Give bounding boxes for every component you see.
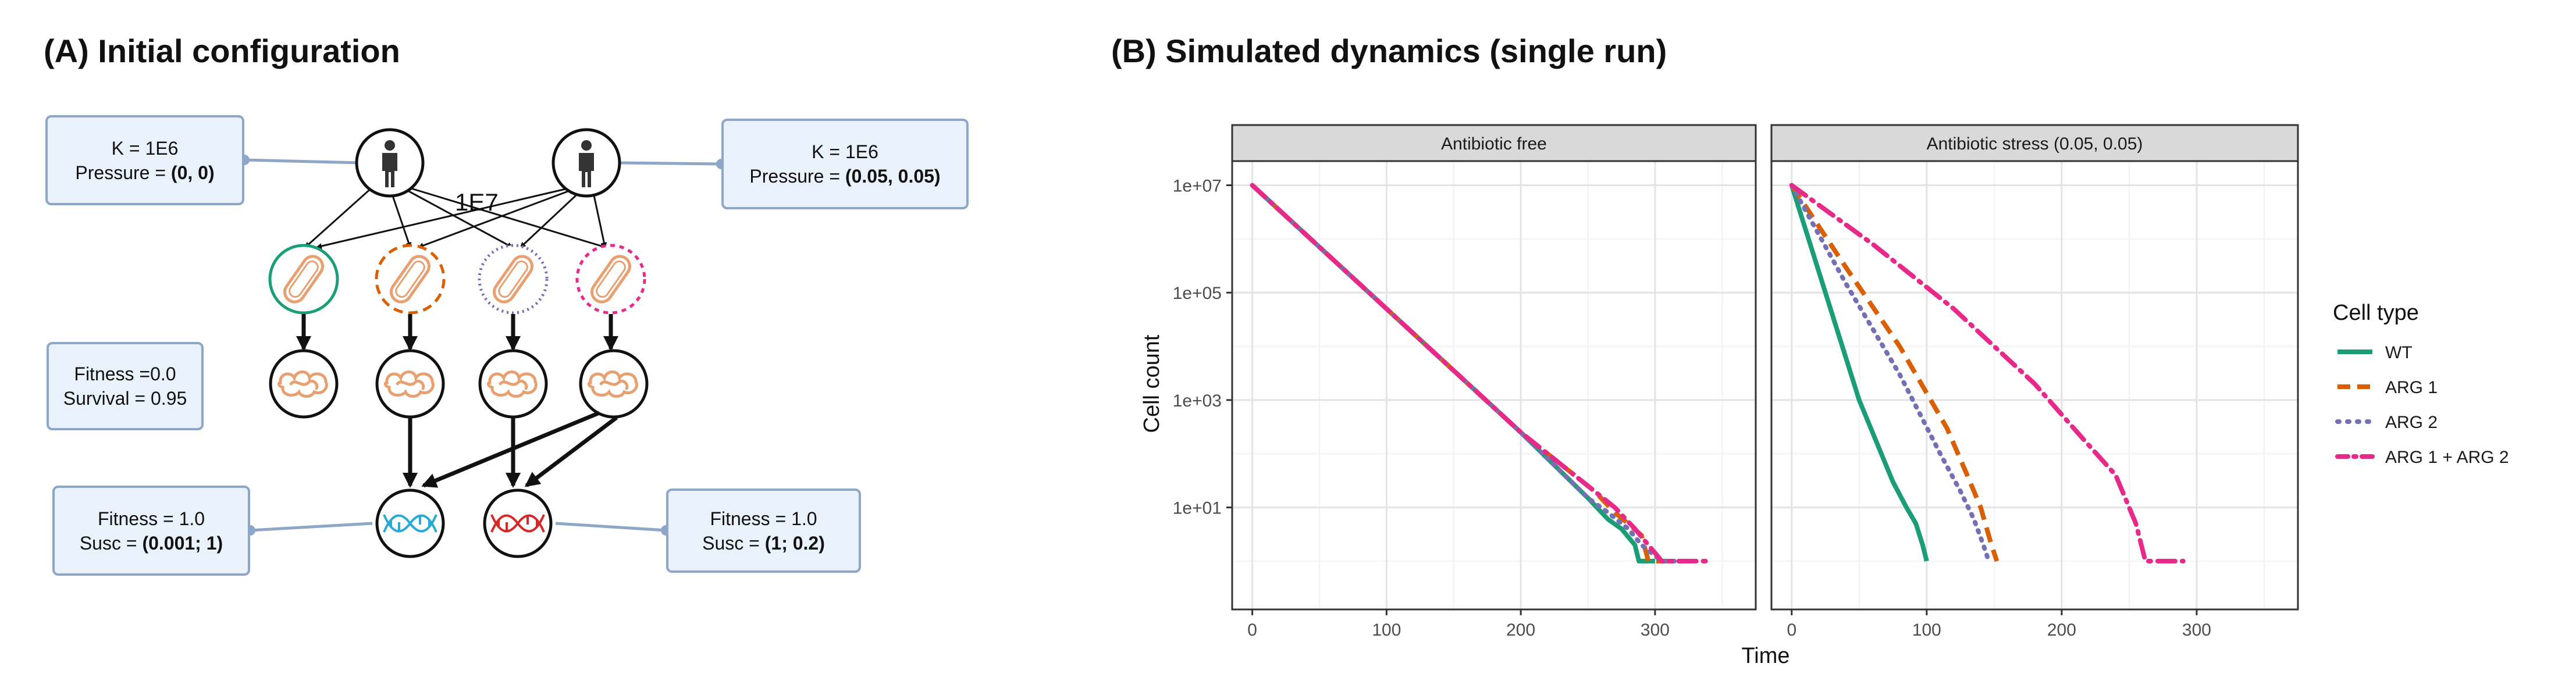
host-left xyxy=(355,128,425,198)
pressure-label: Pressure = xyxy=(749,166,845,187)
pressure-label: Pressure = xyxy=(75,162,171,183)
legend-label: ARG 2 xyxy=(2385,413,2438,432)
x-tick-label: 100 xyxy=(1372,620,1401,640)
host-left-info-box: K = 1E6 Pressure = (0, 0) xyxy=(45,115,244,205)
y-tick-label: 1e+07 xyxy=(1173,177,1222,196)
chromosome-arg12 xyxy=(579,349,649,419)
series-line xyxy=(1789,184,1929,562)
facet-title: Antibiotic free xyxy=(1441,134,1547,154)
strain-chromosome-arrows xyxy=(296,314,618,351)
carrying-capacity-text: K = 1E6 xyxy=(111,137,179,159)
chromosome-arg1 xyxy=(375,349,445,419)
pressure-value: (0.05, 0.05) xyxy=(845,166,941,187)
x-tick-label: 100 xyxy=(1912,620,1941,640)
series-line xyxy=(1789,184,1999,562)
fitness-text: Fitness = 1.0 xyxy=(97,508,205,529)
panel-b-title: (B) Simulated dynamics (single run) xyxy=(1111,33,1667,69)
host-right xyxy=(552,128,621,198)
plasmid-left xyxy=(375,488,445,558)
plasmid-right-info-box: Fitness = 1.0 Susc = (1; 0.2) xyxy=(666,488,861,573)
facet-title: Antibiotic stress (0.05, 0.05) xyxy=(1927,134,2143,154)
legend-label: ARG 1 xyxy=(2385,378,2438,397)
susceptibility-label: Susc = xyxy=(79,532,143,554)
y-tick-label: 1e+01 xyxy=(1173,499,1222,518)
strain-arg12 xyxy=(575,244,646,315)
x-tick-label: 0 xyxy=(1247,620,1257,640)
chromosome-wt xyxy=(269,349,339,419)
fitness-text: Fitness =0.0 xyxy=(74,363,176,384)
dna-icon xyxy=(490,514,545,533)
migration-arrows xyxy=(304,186,607,249)
plasmid-right xyxy=(483,488,553,558)
x-tick-label: 0 xyxy=(1787,620,1796,640)
strain-arg1 xyxy=(375,244,446,315)
series-line xyxy=(1789,183,2186,564)
facet-strip xyxy=(1231,124,1757,162)
migration-label: 1E7 xyxy=(455,188,499,216)
fitness-text: Fitness = 1.0 xyxy=(710,508,817,529)
strain-wt xyxy=(268,244,339,315)
susceptibility-value: (0.001; 1) xyxy=(142,532,223,554)
y-tick-label: 1e+05 xyxy=(1173,284,1222,303)
survival-text: Survival = 0.95 xyxy=(63,388,187,409)
strain-arg2 xyxy=(478,244,549,315)
chromosome-arg2 xyxy=(478,349,548,419)
x-axis-title: Time xyxy=(1741,644,1789,668)
y-tick-label: 1e+03 xyxy=(1173,391,1222,411)
x-tick-label: 300 xyxy=(1641,620,1670,640)
x-tick-label: 200 xyxy=(1506,620,1535,640)
y-axis-title: Cell count xyxy=(1140,334,1164,433)
series-line xyxy=(1789,183,1991,564)
plasmid-arrows xyxy=(403,411,618,488)
plot-background xyxy=(1232,161,1756,609)
susceptibility-value: (1; 0.2) xyxy=(764,532,825,554)
x-tick-label: 200 xyxy=(2047,620,2076,640)
dna-icon xyxy=(383,514,437,533)
panel-a-title: (A) Initial configuration xyxy=(44,33,400,69)
host-right-info-box: K = 1E6 Pressure = (0.05, 0.05) xyxy=(721,119,969,209)
legend-title: Cell type xyxy=(2333,301,2419,325)
legend-label: ARG 1 + ARG 2 xyxy=(2385,448,2509,467)
x-tick-label: 300 xyxy=(2182,620,2211,640)
series-line xyxy=(1250,183,1712,564)
configuration-diagram: 1E7 xyxy=(239,128,727,558)
legend-label: WT xyxy=(2385,343,2413,362)
fitness-survival-box: Fitness =0.0 Survival = 0.95 xyxy=(47,342,204,430)
plasmid-left-info-box: Fitness = 1.0 Susc = (0.001; 1) xyxy=(52,486,250,576)
connector-lines xyxy=(244,158,722,532)
susceptibility-label: Susc = xyxy=(702,532,765,554)
pressure-value: (0, 0) xyxy=(170,162,215,183)
facet-strip xyxy=(1770,124,2299,162)
carrying-capacity-text: K = 1E6 xyxy=(812,141,878,162)
